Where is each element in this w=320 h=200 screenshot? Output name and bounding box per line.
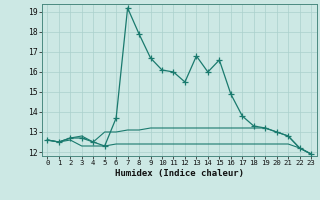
X-axis label: Humidex (Indice chaleur): Humidex (Indice chaleur) xyxy=(115,169,244,178)
